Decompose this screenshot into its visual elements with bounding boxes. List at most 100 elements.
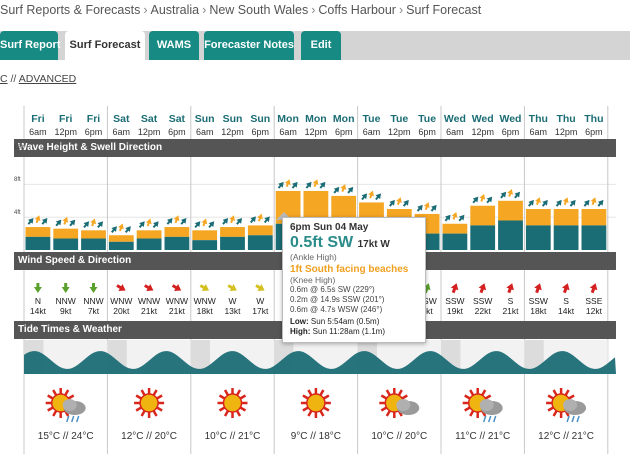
time-header: 6am xyxy=(529,127,548,137)
arrow-shape xyxy=(375,193,382,201)
daily-temperature: 12°C // 20°C xyxy=(121,431,177,442)
day-header: Mon xyxy=(305,113,327,125)
swell-direction-arrow-icon xyxy=(152,221,159,229)
day-header: Sun xyxy=(194,113,215,125)
icon-part xyxy=(552,410,558,417)
wave-bar-secondary xyxy=(498,200,523,221)
arrow-shape xyxy=(555,199,562,207)
swell-direction-arrow-icon xyxy=(180,217,187,225)
tooltip-high-tide: High: Sun 11:28am (1.1m) xyxy=(290,327,418,337)
icon-part xyxy=(223,410,230,417)
icon-part xyxy=(547,406,554,412)
arrow-shape xyxy=(145,218,152,227)
day-header: Fri xyxy=(58,113,73,125)
swell-direction-arrow-icon xyxy=(375,193,382,201)
swell-direction-arrow-icon xyxy=(569,199,576,207)
swell-direction-arrow-icon xyxy=(590,197,597,206)
tooltip-rating: (Ankle High) xyxy=(290,252,337,262)
arrow-shape xyxy=(333,186,340,194)
arrow-shape xyxy=(41,217,48,225)
wind-arrow-icon xyxy=(227,284,237,291)
arrow-shape xyxy=(361,193,368,201)
breadcrumb-item[interactable]: Surf Reports & Forecasts xyxy=(0,3,141,17)
breadcrumb-item[interactable]: Australia xyxy=(150,3,200,17)
arrow-shape xyxy=(124,226,131,233)
icon-part xyxy=(140,389,146,396)
wind-direction: WNW xyxy=(165,296,188,306)
wind-speed: 9kt xyxy=(60,306,72,316)
wind-direction: WNW xyxy=(193,296,216,306)
wave-axis-label: 8ft xyxy=(14,177,21,184)
icon-part xyxy=(302,394,309,400)
arrow-shape xyxy=(450,283,459,294)
sun-icon xyxy=(300,388,331,418)
tab-wams[interactable]: WAMS xyxy=(149,31,199,60)
wind-arrow-icon xyxy=(534,283,542,294)
daily-temperature: 11°C // 21°C xyxy=(455,431,511,442)
breadcrumb-item[interactable]: New South Wales xyxy=(209,3,309,17)
arrow-shape xyxy=(535,197,541,206)
icon-part xyxy=(75,415,80,423)
arrow-shape xyxy=(180,217,187,225)
tab-edit[interactable]: Edit xyxy=(301,31,341,60)
wind-speed: 22kt xyxy=(474,306,491,316)
tooltip-swell-1: 0.6m @ 6.5s SW (229°) xyxy=(290,285,375,294)
wind-speed: 20kt xyxy=(113,306,130,316)
swell-direction-arrow-icon xyxy=(111,226,117,233)
wind-arrow-icon xyxy=(171,284,182,291)
breadcrumb-item[interactable]: Coffs Harbour xyxy=(318,3,396,17)
day-header: Wed xyxy=(443,113,466,125)
swell-direction-arrow-icon xyxy=(41,217,48,225)
icon-part xyxy=(307,410,313,417)
icon-part xyxy=(568,394,575,400)
wave-bar-primary xyxy=(470,225,496,250)
time-header: 6am xyxy=(112,127,131,137)
tooltip-arrow xyxy=(276,212,292,220)
tab-forecaster-notes[interactable]: Forecaster Notes xyxy=(204,31,294,60)
swell-direction-arrow-icon xyxy=(222,217,229,225)
wave-bar-secondary xyxy=(581,209,607,226)
arrow-shape xyxy=(250,216,256,224)
icon-part xyxy=(156,394,163,400)
tab-surf-forecast[interactable]: Surf Forecast xyxy=(65,31,145,60)
icon-part xyxy=(139,393,159,413)
tooltip-wave-height: 0.5ft SW 17kt W xyxy=(290,234,418,252)
day-header: Sat xyxy=(168,113,186,125)
icon-part xyxy=(319,389,325,396)
day-header: Mon xyxy=(277,113,299,125)
tab-surf-report[interactable]: Surf Report xyxy=(0,31,61,60)
tide-night-band xyxy=(190,340,211,374)
icon-part xyxy=(401,394,408,400)
icon-part xyxy=(566,415,570,423)
arrow-shape xyxy=(116,284,126,291)
day-header: Tue xyxy=(390,113,409,125)
icon-part xyxy=(563,399,578,411)
wave-section-header: Wave Height & Swell Direction xyxy=(14,139,616,157)
icon-part xyxy=(464,406,471,412)
arrow-shape xyxy=(222,217,229,225)
icon-part xyxy=(302,406,309,412)
wave-bar-secondary xyxy=(25,227,51,237)
day-header: Sat xyxy=(113,113,130,125)
icon-part xyxy=(156,406,163,412)
sun-icon xyxy=(217,388,248,418)
wind-speed: 21kt xyxy=(502,306,519,316)
arrow-shape xyxy=(569,199,576,207)
icon-part xyxy=(222,393,243,413)
basic-view-link[interactable]: C xyxy=(0,73,8,85)
tab-bar: Surf Report Surf Forecast WAMS Forecaster N… xyxy=(0,31,630,60)
tooltip-beach: 1ft South facing beaches xyxy=(290,264,409,275)
wave-bar-secondary xyxy=(108,235,134,242)
wave-bar-secondary xyxy=(247,225,273,236)
wave-bar-secondary xyxy=(442,223,468,234)
tooltip-title: 6pm Sun 04 May xyxy=(290,222,369,233)
advanced-view-link[interactable]: ADVANCED xyxy=(18,73,77,85)
wave-bar-primary xyxy=(442,233,468,250)
arrow-shape xyxy=(27,217,34,225)
wave-bar-primary xyxy=(581,225,607,250)
time-header: 6pm xyxy=(251,127,270,137)
swell-direction-arrow-icon xyxy=(62,216,69,225)
day-header: Wed xyxy=(471,113,494,125)
swell-direction-arrow-icon xyxy=(486,196,493,204)
icon-part xyxy=(306,393,326,413)
